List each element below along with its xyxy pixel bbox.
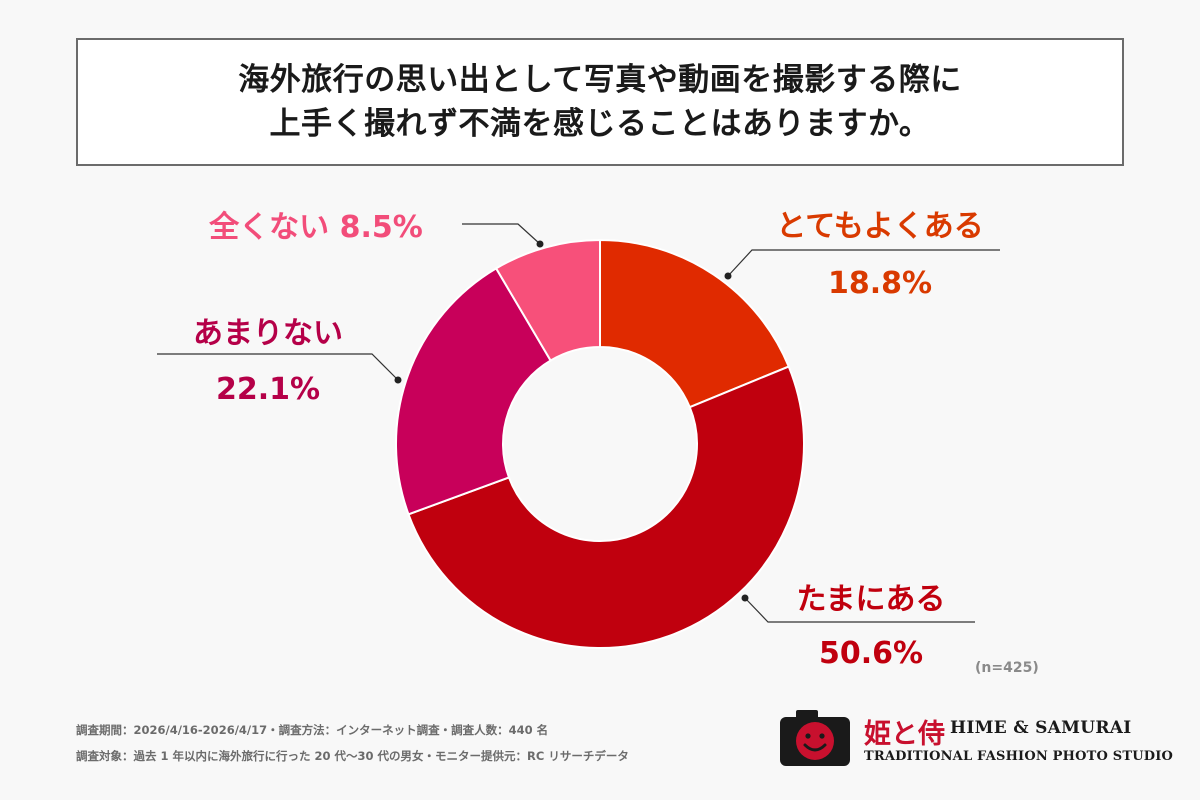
survey-period-note: 調査期間：2026/4/16-2026/4/17・調査方法：インターネット調査・…: [76, 723, 549, 737]
leader-dot-3: [394, 376, 402, 384]
leader-line-2: [744, 597, 975, 623]
camera-icon: [780, 710, 850, 766]
chart-title-line-2: 上手く撮れず不満を感じることはありますか。: [269, 106, 931, 142]
leader-line-1: [727, 249, 1000, 277]
leader-lines: [157, 223, 1000, 623]
slice-3: [395, 267, 552, 516]
brand-tagline: TRADITIONAL FASHION PHOTO STUDIO: [864, 749, 1174, 764]
leader-line-4: [462, 223, 541, 245]
donut-slices: [395, 238, 805, 649]
leader-dot-2: [741, 594, 749, 602]
slice-2: [407, 365, 805, 649]
label-rarely-value: 22.1%: [216, 372, 320, 407]
title-box: 海外旅行の思い出として写真や動画を撮影する際に 上手く撮れず不満を感じることはあ…: [76, 38, 1124, 166]
leader-line-3: [157, 353, 399, 381]
slice-labels: とてもよくある 18.8% たまにある 50.6% あまりない 22.1% 全くない 8.5…: [193, 209, 984, 671]
chart-title-line-1: 海外旅行の思い出として写真や動画を撮影する際に: [238, 62, 962, 98]
sample-size-note: (n=425): [975, 660, 1039, 676]
label-sometimes-value: 50.6%: [819, 636, 923, 671]
brand-name-en: HIME & SAMURAI: [950, 718, 1132, 738]
brand-name-jp: 姫と侍: [864, 719, 945, 750]
label-not-at-all: 全くない 8.5%: [208, 210, 423, 245]
label-sometimes: たまにある: [796, 582, 945, 617]
label-rarely: あまりない: [193, 316, 343, 351]
survey-target-note: 調査対象：過去 1 年以内に海外旅行に行った 20 代〜30 代の男女・モニター…: [76, 749, 629, 763]
leader-dot-1: [724, 272, 732, 280]
leader-dot-4: [536, 240, 544, 248]
slice-1: [599, 238, 791, 409]
label-very-often: とてもよくある: [776, 209, 984, 244]
label-very-often-value: 18.8%: [828, 266, 932, 301]
slice-4: [494, 238, 601, 362]
brand-logo: 姫と侍 HIME & SAMURAI TRADITIONAL FASHION P…: [780, 708, 1173, 770]
